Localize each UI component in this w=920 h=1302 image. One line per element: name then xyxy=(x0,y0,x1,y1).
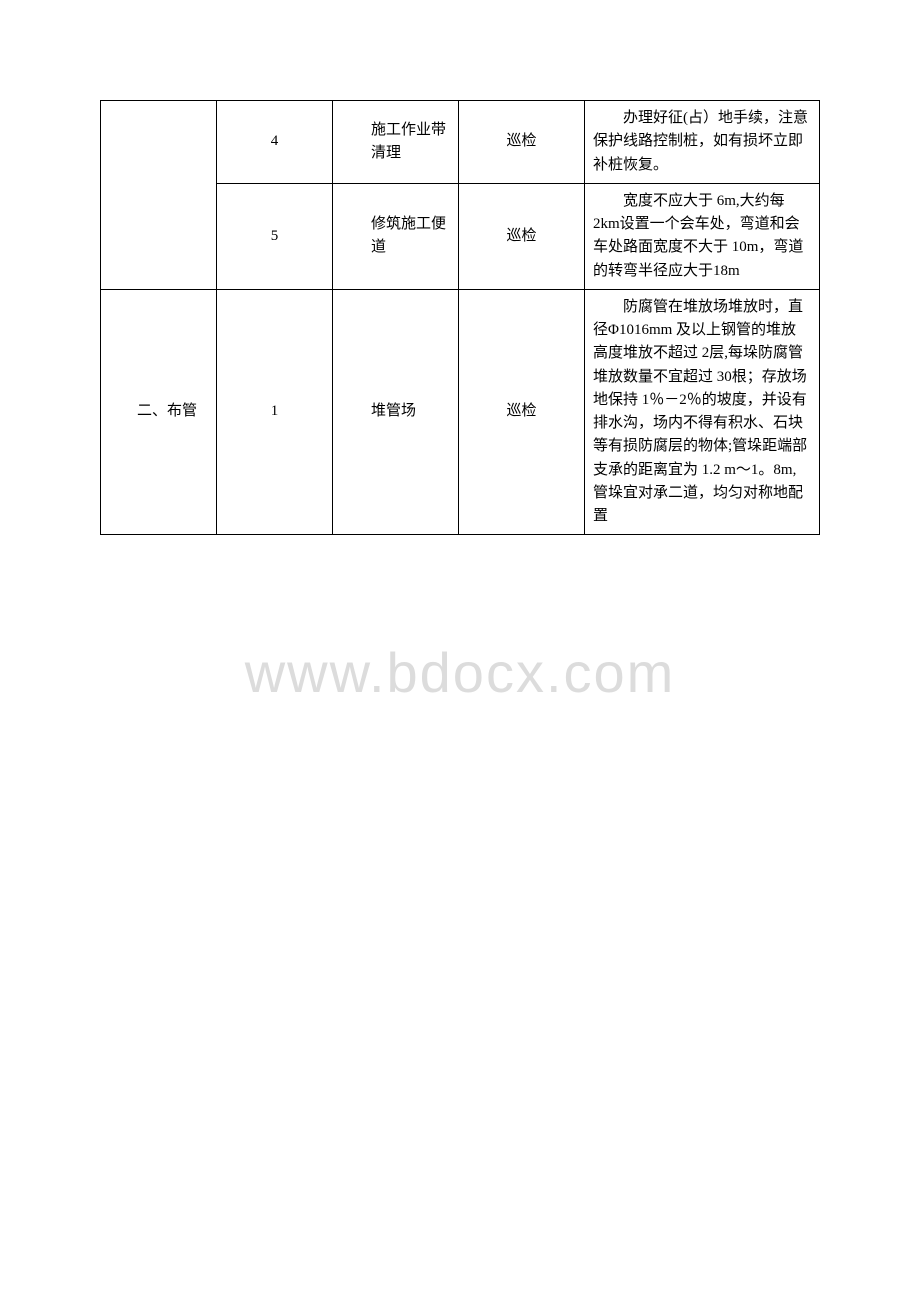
number-cell: 5 xyxy=(217,183,333,289)
requirement-cell: 办理好征(占）地手续，注意保护线路控制桩，如有损坏立即补桩恢复。 xyxy=(585,101,820,184)
number-cell: 1 xyxy=(217,289,333,535)
table-row: 4 施工作业带清理 巡检 办理好征(占）地手续，注意保护线路控制桩，如有损坏立即… xyxy=(101,101,820,184)
requirement-cell: 防腐管在堆放场堆放时，直径Φ1016mm 及以上钢管的堆放高度堆放不超过 2层,… xyxy=(585,289,820,535)
section-cell-blank xyxy=(101,101,217,290)
table-row: 二、布管 1 堆管场 巡检 防腐管在堆放场堆放时，直径Φ1016mm 及以上钢管… xyxy=(101,289,820,535)
section-cell: 二、布管 xyxy=(101,289,217,535)
method-cell: 巡检 xyxy=(459,183,585,289)
requirement-cell: 宽度不应大于 6m,大约每 2km设置一个会车处，弯道和会车处路面宽度不大于 1… xyxy=(585,183,820,289)
watermark-text: www.bdocx.com xyxy=(245,640,676,705)
item-cell: 修筑施工便道 xyxy=(333,183,459,289)
number-cell: 4 xyxy=(217,101,333,184)
method-cell: 巡检 xyxy=(459,101,585,184)
construction-inspection-table: 4 施工作业带清理 巡检 办理好征(占）地手续，注意保护线路控制桩，如有损坏立即… xyxy=(100,100,820,535)
item-cell: 施工作业带清理 xyxy=(333,101,459,184)
item-cell: 堆管场 xyxy=(333,289,459,535)
method-cell: 巡检 xyxy=(459,289,585,535)
